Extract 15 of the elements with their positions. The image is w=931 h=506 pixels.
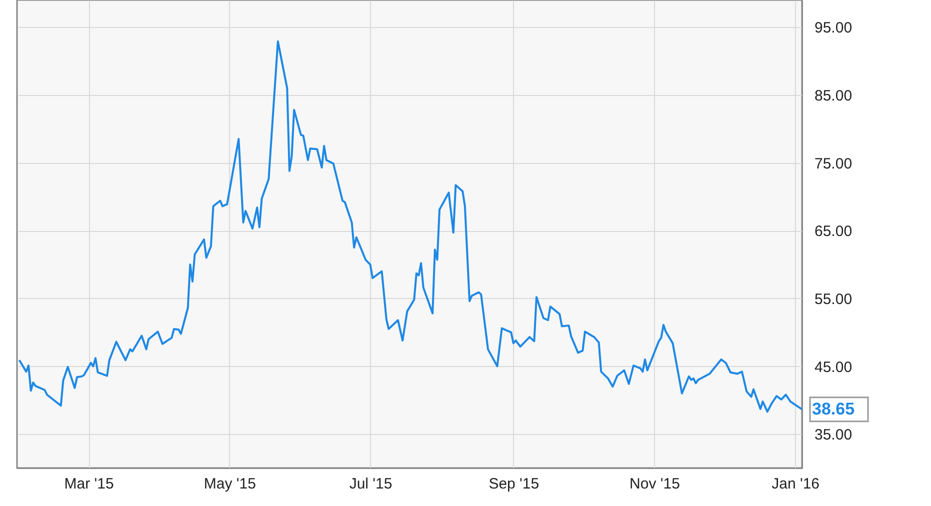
- y-tick-label: 55.00: [814, 290, 852, 308]
- x-tick-label: Mar '15: [64, 476, 114, 492]
- y-tick-label: 35.00: [814, 426, 852, 444]
- x-tick-label: Sep '15: [488, 476, 540, 492]
- y-tick-label: 85.00: [814, 87, 852, 104]
- annotation: 38.65: [812, 399, 855, 418]
- x-tick-label: Nov '15: [630, 476, 680, 492]
- y-tick-label: 95.00: [814, 20, 852, 37]
- x-tick-label: Jan '16: [772, 476, 820, 492]
- line-series: [18, 40, 802, 413]
- y-tick-label: 75.00: [814, 155, 852, 172]
- y-tick-label: 45.00: [814, 358, 852, 376]
- x-tick-label: Jul '15: [349, 476, 392, 492]
- x-tick-label: May '15: [204, 476, 256, 492]
- y-tick-label: 65.00: [814, 223, 852, 240]
